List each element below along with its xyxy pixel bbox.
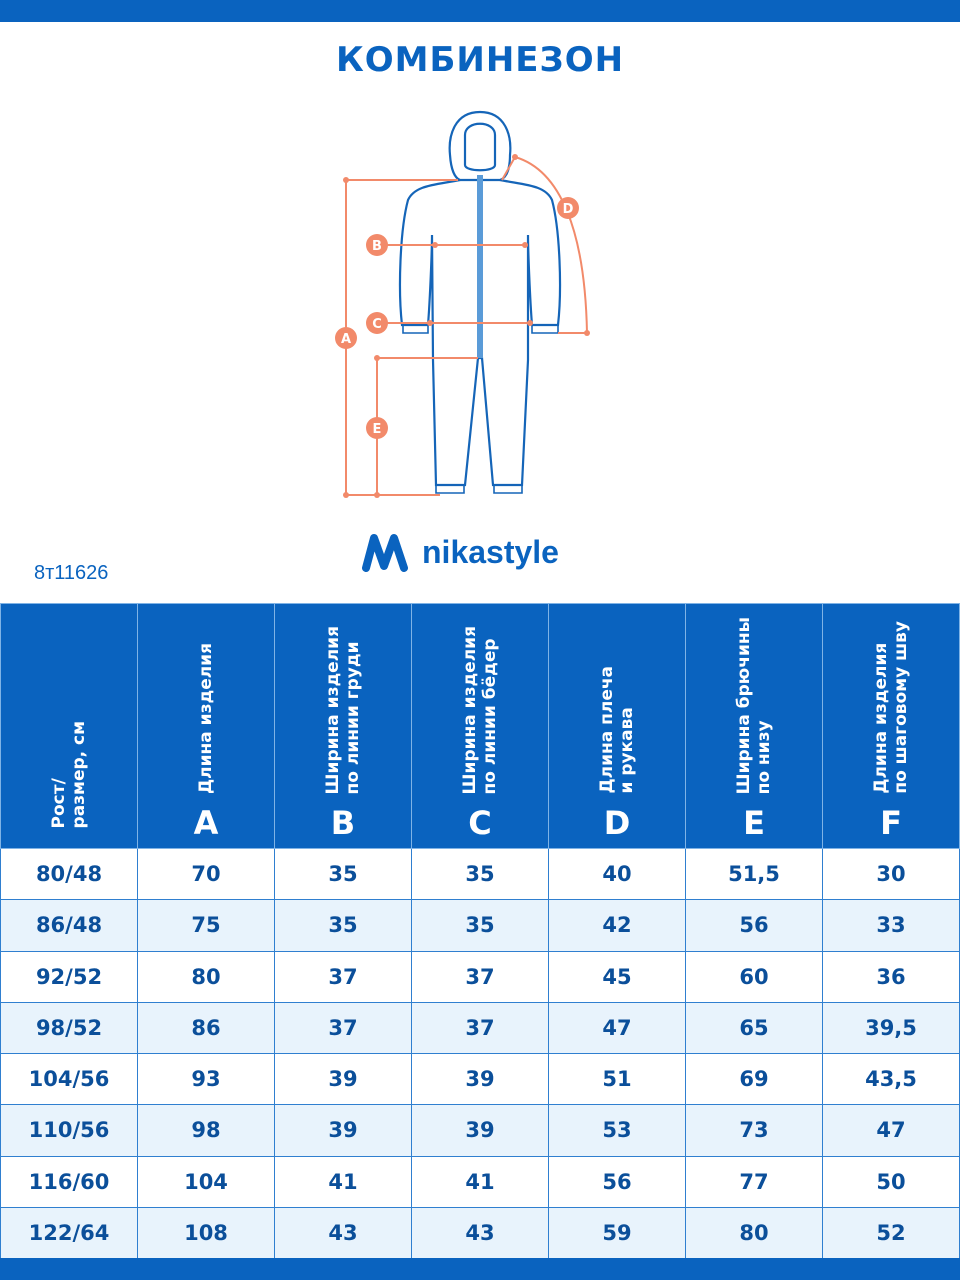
size-cell: 122/64 (0, 1206, 138, 1260)
column-header: Рост/ размер, см (0, 603, 138, 849)
column-header-text: Длина плеча и рукава (597, 666, 637, 794)
brand-name: nikastyle (422, 533, 559, 570)
measurement-cell: 51,5 (685, 847, 823, 901)
size-table: Рост/ размер, см Длина изделия A Ширина изд… (0, 603, 960, 1260)
size-cell: 92/52 (0, 950, 138, 1003)
table-row: 98/52 86 37 37 47 65 39,5 (0, 1001, 960, 1055)
size-cell: 110/56 (0, 1104, 138, 1157)
measurement-cell: 93 (137, 1052, 275, 1106)
column-header: Ширина брючины по низу E (685, 603, 823, 849)
measurement-cell: 35 (274, 847, 412, 901)
column-header: Ширина изделия по линии бёдер C (411, 603, 549, 849)
measurement-cell: 39 (411, 1104, 549, 1157)
table-row: 116/60 104 41 41 56 77 50 (0, 1155, 960, 1208)
table-row: 104/56 93 39 39 51 69 43,5 (0, 1052, 960, 1106)
label-e: E (373, 422, 382, 437)
measurement-cell: 75 (137, 899, 275, 952)
measurement-cell: 65 (685, 1001, 823, 1055)
label-d: D (563, 202, 574, 217)
size-cell: 80/48 (0, 847, 138, 901)
measurement-cell: 39 (411, 1052, 549, 1106)
coverall-diagram: A B C D E (335, 110, 590, 498)
article-number: 8т11626 (34, 562, 109, 584)
size-cell: 104/56 (0, 1052, 138, 1106)
column-letter: D (603, 804, 631, 842)
measurement-cell: 104 (137, 1155, 275, 1208)
measurement-cell: 60 (685, 950, 823, 1003)
measurement-cell: 43 (274, 1206, 412, 1260)
measurement-cell: 37 (274, 950, 412, 1003)
measurement-cell: 108 (137, 1206, 275, 1260)
measurement-cell: 43 (411, 1206, 549, 1260)
brand-mark-icon (362, 534, 408, 572)
size-cell: 98/52 (0, 1001, 138, 1055)
column-letter: E (743, 804, 765, 842)
column-letter: B (330, 804, 356, 842)
column-header-text: Рост/ размер, см (49, 720, 89, 828)
measurement-cell: 39,5 (822, 1001, 960, 1055)
measurement-cell: 35 (274, 899, 412, 952)
measurement-cell: 47 (548, 1001, 686, 1055)
column-letter: C (468, 804, 492, 842)
measurement-cell: 50 (822, 1155, 960, 1208)
measurement-cell: 69 (685, 1052, 823, 1106)
measurement-cell: 77 (685, 1155, 823, 1208)
measurement-cell: 52 (822, 1206, 960, 1260)
measurement-cell: 37 (411, 950, 549, 1003)
measurement-cell: 33 (822, 899, 960, 952)
measurement-cell: 56 (548, 1155, 686, 1208)
table-row: 122/64 108 43 43 59 80 52 (0, 1206, 960, 1260)
column-header: Длина изделия по шаговому шву F (822, 603, 960, 849)
table-row: 92/52 80 37 37 45 60 36 (0, 950, 960, 1003)
measurement-cell: 80 (137, 950, 275, 1003)
label-c: C (372, 317, 382, 332)
measurement-cell: 86 (137, 1001, 275, 1055)
measurement-cell: 98 (137, 1104, 275, 1157)
size-cell: 116/60 (0, 1155, 138, 1208)
measurement-cell: 41 (274, 1155, 412, 1208)
measurement-cell: 73 (685, 1104, 823, 1157)
measurement-cell: 39 (274, 1104, 412, 1157)
column-header-text: Длина изделия по шаговому шву (871, 621, 911, 794)
top-bar (0, 0, 960, 22)
column-header-text: Ширина брючины по низу (734, 616, 774, 794)
measurement-cell: 56 (685, 899, 823, 952)
measurement-cell: 51 (548, 1052, 686, 1106)
measurement-cell: 47 (822, 1104, 960, 1157)
label-a: A (341, 332, 351, 347)
measurement-cell: 43,5 (822, 1052, 960, 1106)
table-row: 80/48 70 35 35 40 51,5 30 (0, 847, 960, 901)
measurement-cell: 70 (137, 847, 275, 901)
measurement-cell: 37 (411, 1001, 549, 1055)
measurement-cell: 53 (548, 1104, 686, 1157)
column-letter: A (193, 804, 219, 842)
measurement-cell: 40 (548, 847, 686, 901)
measurement-cell: 30 (822, 847, 960, 901)
measurement-cell: 45 (548, 950, 686, 1003)
column-header: Длина плеча и рукава D (548, 603, 686, 849)
table-row: 86/48 75 35 35 42 56 33 (0, 899, 960, 952)
column-header-text: Ширина изделия по линии бёдер (460, 625, 500, 794)
column-header: Ширина изделия по линии груди B (274, 603, 412, 849)
column-header-text: Длина изделия (196, 643, 216, 794)
table-row: 110/56 98 39 39 53 73 47 (0, 1104, 960, 1157)
measurement-cell: 35 (411, 847, 549, 901)
measurement-cell: 80 (685, 1206, 823, 1260)
page-title: КОМБИНЕЗОН (335, 40, 625, 80)
measurement-cell: 35 (411, 899, 549, 952)
label-b: B (372, 239, 382, 254)
measurement-cell: 41 (411, 1155, 549, 1208)
measurement-cell: 42 (548, 899, 686, 952)
measurement-cell: 36 (822, 950, 960, 1003)
column-letter: F (880, 804, 902, 842)
measurement-cell: 37 (274, 1001, 412, 1055)
brand-logo: nikastyle (362, 532, 559, 572)
size-cell: 86/48 (0, 899, 138, 952)
bottom-bar (0, 1258, 960, 1280)
column-header: Длина изделия A (137, 603, 275, 849)
column-header-text: Ширина изделия по линии груди (323, 625, 363, 794)
measurement-cell: 39 (274, 1052, 412, 1106)
measurement-cell: 59 (548, 1206, 686, 1260)
